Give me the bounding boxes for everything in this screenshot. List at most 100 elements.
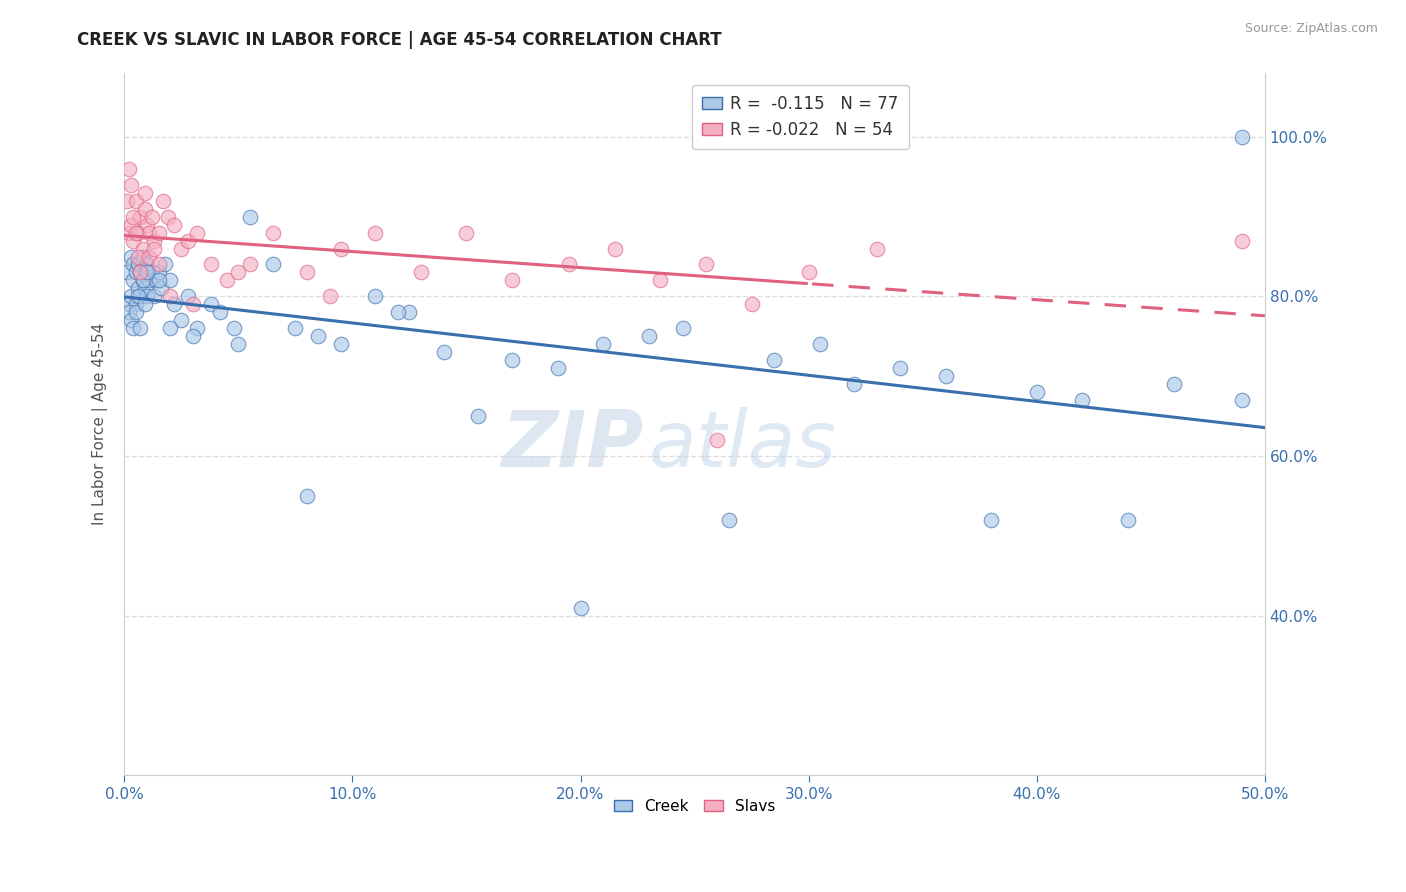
Point (364, 226, 387, 240)
Point (638, 329, 661, 343)
Point (603, 242, 626, 256)
Point (364, 289, 387, 303)
Point (156, 210, 179, 224)
Point (808, 337, 831, 351)
Point (148, 226, 170, 240)
Point (141, 265, 163, 279)
Point (115, 265, 138, 279)
Point (547, 361, 569, 376)
Point (127, 250, 149, 264)
Point (763, 353, 786, 368)
Point (118, 161, 141, 176)
Point (934, 369, 956, 384)
Point (125, 194, 148, 208)
Point (134, 186, 156, 200)
Point (456, 226, 478, 240)
Point (131, 273, 153, 287)
Point (122, 273, 145, 287)
Point (1230, 393, 1253, 408)
Point (138, 250, 160, 264)
Point (262, 226, 284, 240)
Point (558, 258, 581, 272)
Point (127, 226, 149, 240)
Point (717, 513, 740, 527)
Point (122, 321, 145, 335)
Point (120, 250, 142, 264)
Point (120, 289, 142, 303)
Point (136, 289, 159, 303)
Text: CREEK VS SLAVIC IN LABOR FORCE | AGE 45-54 CORRELATION CHART: CREEK VS SLAVIC IN LABOR FORCE | AGE 45-… (77, 31, 721, 49)
Point (142, 242, 165, 256)
Point (866, 242, 889, 256)
Point (155, 258, 177, 272)
Text: atlas: atlas (650, 407, 837, 483)
Point (186, 226, 208, 240)
Point (145, 273, 167, 287)
Point (170, 242, 193, 256)
Point (398, 305, 420, 319)
Point (125, 305, 148, 319)
Point (120, 313, 142, 327)
Point (1116, 513, 1139, 527)
Point (672, 321, 695, 335)
Point (118, 226, 141, 240)
Point (122, 258, 145, 272)
Point (134, 281, 156, 295)
Point (284, 321, 307, 335)
Point (134, 297, 156, 311)
Point (228, 265, 250, 279)
Point (1025, 385, 1047, 400)
Point (125, 265, 148, 279)
Point (467, 409, 489, 423)
Point (136, 258, 159, 272)
Point (125, 297, 148, 311)
Point (159, 289, 181, 303)
Point (318, 289, 340, 303)
Point (148, 258, 170, 272)
Point (163, 218, 186, 232)
Point (138, 273, 160, 287)
Point (136, 218, 159, 232)
Point (170, 313, 193, 327)
Point (118, 305, 141, 319)
Point (592, 337, 614, 351)
Point (159, 273, 181, 287)
Point (228, 337, 250, 351)
Point (163, 297, 186, 311)
Point (186, 321, 208, 335)
Point (295, 265, 318, 279)
Point (295, 489, 318, 503)
Point (387, 305, 409, 319)
Point (129, 265, 152, 279)
Point (148, 265, 170, 279)
Point (433, 345, 456, 359)
Point (129, 265, 152, 279)
Point (115, 194, 138, 208)
Point (889, 361, 911, 376)
Point (127, 289, 149, 303)
Point (152, 194, 174, 208)
Point (980, 513, 1002, 527)
Point (131, 250, 153, 264)
Point (149, 281, 172, 295)
Point (141, 210, 163, 224)
Point (1230, 234, 1253, 248)
Point (118, 297, 141, 311)
Point (142, 289, 165, 303)
Point (409, 265, 432, 279)
Point (138, 226, 160, 240)
Point (501, 353, 523, 368)
Point (129, 210, 152, 224)
Point (125, 226, 148, 240)
Point (142, 234, 165, 248)
Point (307, 329, 329, 343)
Point (122, 210, 145, 224)
Point (131, 273, 153, 287)
Point (127, 258, 149, 272)
Point (200, 258, 222, 272)
Point (1230, 129, 1253, 144)
Point (695, 258, 717, 272)
Legend: Creek, Slavs: Creek, Slavs (607, 793, 782, 820)
Point (1071, 393, 1094, 408)
Point (122, 234, 145, 248)
